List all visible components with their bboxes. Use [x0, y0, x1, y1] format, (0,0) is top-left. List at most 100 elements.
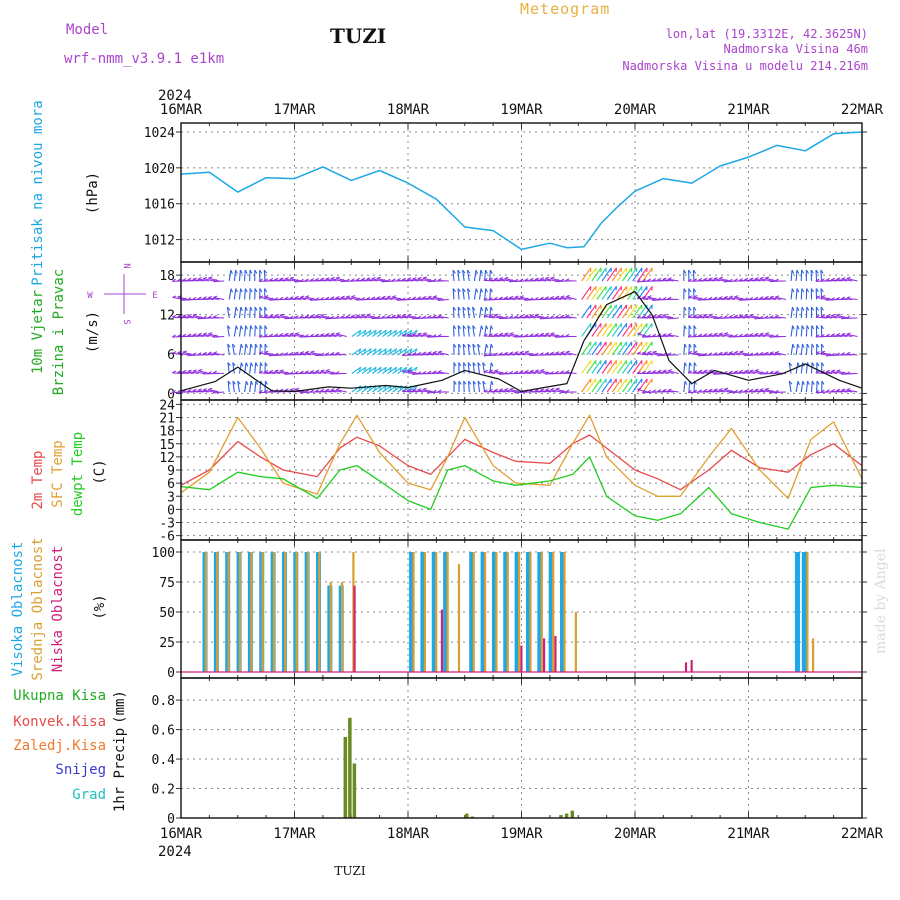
wind-barb — [718, 277, 730, 282]
wind-barb-head — [744, 389, 749, 392]
wind-barb-head — [289, 371, 294, 375]
wind-barb — [718, 333, 730, 338]
wind-barb-head — [534, 388, 539, 392]
wind-barb-head — [488, 352, 493, 356]
wind-barb — [529, 390, 541, 393]
wind-barb-head — [534, 352, 539, 356]
precip-bar — [570, 810, 575, 818]
wind-barb-head — [801, 288, 805, 293]
wind-barb — [432, 316, 444, 319]
cloud-bar-high — [514, 552, 520, 672]
precip-bar — [348, 717, 352, 818]
wind-barb — [519, 371, 531, 375]
wind-barb — [647, 296, 659, 301]
wind-barb — [606, 267, 617, 282]
ytick-label: 24 — [159, 398, 175, 413]
ytick-label: 1024 — [144, 126, 175, 141]
wind-barb-head — [330, 371, 335, 375]
wind-barb — [841, 389, 853, 393]
wind-barb-head — [565, 389, 570, 393]
wind-barb — [422, 277, 434, 282]
wind-barb — [591, 286, 602, 300]
model-name: wrf-nmm_v3.9.1 e1km — [64, 51, 224, 67]
wind-barb — [519, 352, 531, 356]
wind-barb-head — [227, 380, 231, 385]
wind-barb-head — [641, 314, 646, 318]
wind-barb-head — [539, 352, 544, 356]
wind-barb-head — [788, 362, 793, 367]
wind-barb — [259, 362, 262, 374]
wind-barb — [371, 329, 382, 337]
wind-barb — [412, 389, 424, 393]
wind-barb-head — [820, 306, 824, 311]
temp-line-sfc — [180, 414, 863, 500]
wind-barb-head — [458, 343, 462, 348]
wind-barb-head — [775, 295, 780, 298]
wind-barb-head — [264, 314, 269, 318]
wind-barb — [457, 288, 460, 300]
wind-barb-head — [687, 389, 692, 394]
wind-barb — [213, 280, 225, 283]
precip-bar — [465, 813, 469, 818]
wind-barb-head — [381, 279, 386, 283]
wind-barb — [227, 381, 230, 393]
wind-barb-head — [245, 325, 248, 330]
wind-barb-head — [432, 350, 437, 354]
wind-barb-head — [499, 277, 504, 280]
wind-barb-head — [453, 380, 457, 385]
wind-barb-head — [683, 269, 687, 274]
wind-barb-head — [472, 306, 476, 311]
wind-barb — [683, 381, 686, 393]
wind-barb-head — [330, 296, 335, 300]
wind-barb — [591, 304, 602, 319]
wind-barb — [514, 316, 526, 319]
wind-barb — [718, 353, 730, 356]
wind-barb — [534, 279, 546, 282]
wind-barb-head — [320, 277, 325, 281]
wind-barb — [325, 389, 337, 393]
wind-barb-head — [836, 388, 841, 392]
wind-barb-head — [636, 279, 641, 283]
wind-barb-head — [713, 352, 718, 355]
wind-barb-head — [412, 371, 416, 375]
cloud-ylabel: Visoka Oblacnost — [10, 542, 26, 677]
wind-barb-head — [467, 362, 472, 367]
wind-barb — [545, 278, 557, 282]
wind-barb — [586, 286, 597, 300]
wind-barb-head — [815, 370, 820, 374]
wind-barb-head — [662, 333, 667, 336]
wind-barb — [657, 279, 669, 282]
wind-barb-head — [555, 315, 560, 318]
cloud-bar-mid — [506, 552, 509, 672]
wind-barb-head — [315, 389, 320, 392]
wind-barb-head — [360, 297, 365, 301]
wind-barb-head — [453, 325, 457, 330]
wind-barb-head — [718, 296, 723, 299]
wind-barb — [820, 288, 823, 300]
wind-barb — [545, 389, 557, 393]
wind-barb-head — [356, 314, 361, 317]
wind-barb — [754, 298, 766, 301]
wind-barb — [452, 269, 455, 282]
wind-barb — [606, 323, 617, 337]
panel-frame — [180, 677, 863, 819]
wind-barb-head — [738, 389, 743, 393]
wind-barb — [249, 362, 252, 374]
wind-barb — [361, 366, 372, 374]
wind-barb-head — [240, 343, 244, 349]
wind-barb-head — [820, 269, 824, 274]
wind-barb — [586, 341, 597, 356]
wind-barb-head — [688, 295, 693, 298]
wind-barb-head — [320, 333, 325, 336]
wind-barb — [198, 370, 209, 375]
wind-barb-head — [801, 343, 805, 348]
wind-barb-head — [509, 370, 514, 374]
wind-barb-head — [662, 296, 667, 300]
wind-barb — [800, 325, 803, 337]
wind-barb-head — [315, 369, 320, 373]
station-title: TUZI — [330, 24, 386, 48]
wind-barb-head — [437, 389, 442, 393]
wind-barb-head — [177, 278, 182, 282]
wind-barb — [775, 296, 787, 301]
wind-barb-head — [368, 366, 372, 372]
